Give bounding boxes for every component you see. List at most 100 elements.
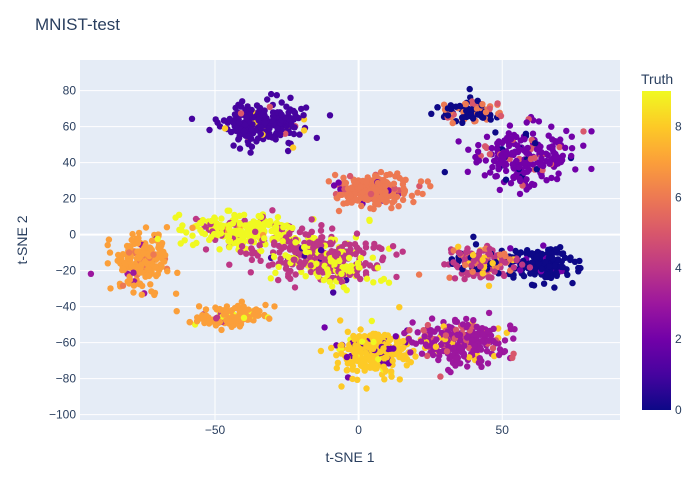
scatter-point [329,283,336,290]
scatter-point [266,315,273,322]
scatter-point [302,104,310,111]
scatter-point [523,176,530,183]
scatter-point [456,250,464,257]
scatter-point [396,376,403,383]
scatter-point [495,351,503,359]
scatter-point [551,284,558,291]
scatter-point [326,112,334,119]
scatter-point [250,311,257,318]
scatter-point [567,256,574,264]
scatter-point [498,151,505,159]
scatter-point [464,363,471,370]
scatter-point [410,198,417,206]
scatter-point [251,249,258,256]
scatter-point [147,281,154,288]
scatter-point [231,304,238,312]
scatter-point [532,140,539,147]
scatter-point [381,354,388,362]
scatter-point [129,230,136,238]
scatter-point [195,303,203,310]
scatter-point [321,324,328,331]
scatter-point [220,311,227,318]
scatter-point [225,237,232,245]
colorbar-ticks: 0 2 4 6 8 [675,119,682,417]
scatter-point [257,130,264,138]
scatter-point [393,251,400,258]
colorbar-gradient [642,91,671,410]
scatter-point [473,105,481,112]
scatter-point [298,263,305,270]
scatter-point [486,251,494,258]
scatter-point [533,166,540,173]
scatter-point [135,229,143,237]
scatter-point [275,263,282,271]
scatter-point [471,342,478,349]
scatter-point [526,264,534,271]
scatter-point [300,112,307,119]
scatter-point [199,229,206,236]
scatter-point [278,99,285,106]
scatter-point [232,104,239,112]
scatter-point [106,249,114,256]
scatter-point [456,102,463,110]
scatter-point [505,142,513,150]
scatter-point [433,336,440,343]
scatter-point [158,263,165,270]
scatter-point [450,259,457,266]
scatter-point [186,319,193,326]
scatter-point [487,169,494,176]
scatter-point [542,258,549,266]
scatter-point [468,262,475,269]
scatter-point [342,179,350,187]
scatter-point [134,248,141,255]
scatter-point [553,153,561,160]
scatter-point [529,130,537,137]
scatter-point [545,132,552,139]
scatter-point [333,253,340,260]
scatter-point [235,136,242,143]
scatter-point [490,157,498,165]
scatter-point [150,251,157,258]
scatter-point [164,268,171,275]
scatter-point [441,168,448,176]
scatter-point [501,337,509,344]
scatter-point [563,127,570,135]
scatter-point [121,259,128,266]
scatter-point [291,256,298,263]
scatter-points [87,85,595,392]
scatter-point [298,268,305,276]
scatter-point [226,261,233,268]
scatter-point [351,196,359,203]
scatter-point [374,179,382,187]
scatter-point [399,196,407,204]
scatter-point [506,256,514,263]
scatter-point [375,356,382,363]
scatter-point [390,345,397,352]
scatter-point [382,191,389,198]
scatter-point [280,224,287,231]
scatter-point [484,360,492,367]
scatter-point [338,383,345,390]
scatter-point [261,235,268,242]
scatter-point [399,177,407,184]
scatter-point [317,227,325,234]
scatter-point [455,138,462,145]
scatter-point [363,275,371,282]
scatter-point [330,182,338,189]
scatter-point [317,247,325,254]
scatter-point [559,250,567,257]
scatter-point [401,329,408,337]
scatter-point [422,341,430,348]
scatter-point [105,236,113,243]
scatter-point [424,321,432,329]
scatter-point [389,357,396,365]
scatter-point [240,314,248,321]
y-tick-label: −40 [56,300,77,314]
scatter-point [276,249,283,256]
scatter-point [483,133,491,140]
y-axis-ticks: −100 −80 −60 −40 −20 0 20 40 60 80 [49,84,76,422]
scatter-point [271,241,278,248]
scatter-point [333,364,340,372]
scatter-point [452,326,460,334]
scatter-point [245,133,252,140]
